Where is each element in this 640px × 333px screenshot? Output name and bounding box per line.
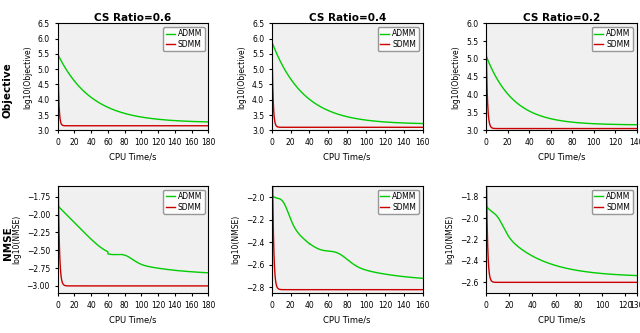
X-axis label: CPU Time/s: CPU Time/s (109, 153, 157, 162)
X-axis label: CPU Time/s: CPU Time/s (323, 153, 371, 162)
Title: CS Ratio=0.2: CS Ratio=0.2 (523, 13, 600, 23)
Y-axis label: log10(NMSE): log10(NMSE) (12, 215, 21, 264)
X-axis label: CPU Time/s: CPU Time/s (538, 315, 585, 324)
Text: Objective: Objective (3, 62, 13, 118)
Text: NMSE: NMSE (3, 226, 13, 260)
Y-axis label: log10(NMSE): log10(NMSE) (231, 215, 240, 264)
Y-axis label: log10(Objective): log10(Objective) (23, 45, 32, 109)
Legend: ADMM, SDMM: ADMM, SDMM (163, 190, 205, 214)
Legend: ADMM, SDMM: ADMM, SDMM (378, 190, 419, 214)
X-axis label: CPU Time/s: CPU Time/s (109, 315, 157, 324)
Y-axis label: log10(NMSE): log10(NMSE) (445, 215, 454, 264)
Legend: ADMM, SDMM: ADMM, SDMM (592, 190, 633, 214)
Title: CS Ratio=0.6: CS Ratio=0.6 (94, 13, 172, 23)
X-axis label: CPU Time/s: CPU Time/s (323, 315, 371, 324)
Legend: ADMM, SDMM: ADMM, SDMM (592, 27, 633, 51)
Legend: ADMM, SDMM: ADMM, SDMM (163, 27, 205, 51)
Y-axis label: log10(Objective): log10(Objective) (237, 45, 246, 109)
X-axis label: CPU Time/s: CPU Time/s (538, 153, 585, 162)
Title: CS Ratio=0.4: CS Ratio=0.4 (308, 13, 386, 23)
Y-axis label: log10(Objective): log10(Objective) (452, 45, 461, 109)
Legend: ADMM, SDMM: ADMM, SDMM (378, 27, 419, 51)
